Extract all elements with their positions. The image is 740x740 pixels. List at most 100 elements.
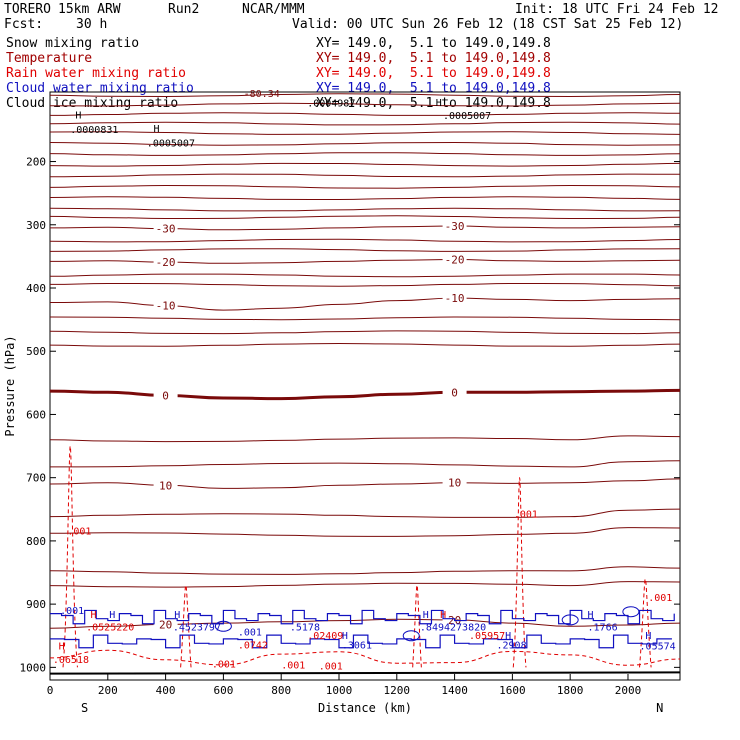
temperature-isoline (49, 330, 681, 335)
y-tick-label: 900 (26, 598, 46, 611)
x-tick-label: 600 (213, 684, 233, 697)
temperature-contour (49, 225, 681, 231)
y-axis-label: Pressure (hPa) (3, 335, 17, 436)
legend-xy-range: XY= 149.0, 5.1 to 149.0,149.8 (316, 96, 551, 111)
temperature-isoline (49, 238, 681, 243)
temperature-contour-label: 0 (451, 386, 458, 399)
temperature-contour (49, 388, 681, 401)
cloud-water-cell (622, 606, 640, 618)
y-tick-label: 1000 (20, 661, 47, 674)
field-label: .0742 (238, 640, 268, 651)
legend-label: Rain water mixing ratio (6, 66, 187, 81)
rain-contour (639, 578, 652, 668)
temperature-isoline (49, 162, 681, 167)
y-tick-label: 200 (26, 156, 46, 169)
grid-resolution: 15km ARW (58, 2, 121, 17)
field-label: .001 (281, 661, 305, 672)
valid-time: Valid: 00 UTC Sun 26 Feb 12 (18 CST Sat … (292, 17, 684, 32)
field-label: .001 (67, 527, 91, 538)
temperature-isoline (49, 184, 681, 189)
y-tick-label: 800 (26, 535, 46, 548)
temperature-isoline (49, 316, 681, 321)
temperature-isoline (49, 131, 681, 135)
contour-label-bg (442, 253, 467, 265)
temperature-isoline (49, 435, 681, 443)
contour-label-bg (153, 389, 178, 401)
field-label: .001 (648, 593, 672, 604)
field-label: .1766 (588, 623, 618, 634)
cloud-water-cell (561, 614, 579, 626)
cloud-water-cell (214, 620, 232, 632)
field-label: H (436, 98, 442, 109)
field-label: .001 (60, 606, 84, 617)
rain-contour (412, 584, 422, 668)
contour-label-bg (442, 292, 467, 304)
organization: NCAR/MMM (242, 2, 305, 17)
field-label: .0525220 (86, 623, 134, 634)
temperature-contour-label: -20 (445, 254, 465, 267)
temperature-contour-label: 10 (159, 479, 172, 492)
field-label: .5178 (290, 623, 320, 634)
temperature-isoline (49, 342, 681, 347)
temperature-isoline (49, 460, 681, 468)
contour-label-bg (153, 479, 178, 491)
x-tick-label: 1400 (441, 684, 468, 697)
field-label: .0000831 (70, 125, 118, 136)
temperature-contour-label: -20 (156, 256, 176, 269)
x-tick-label: 800 (271, 684, 291, 697)
field-label: .05574 (640, 642, 676, 653)
field-label: .8494273820 (420, 623, 486, 634)
temperature-contour-label: -10 (156, 300, 176, 313)
field-label: H (75, 111, 81, 122)
y-tick-label: 300 (26, 219, 46, 232)
field-label: .4523797 (173, 623, 221, 634)
field-label: H (440, 610, 446, 621)
legend-xy-range: XY= 149.0, 5.1 to 149.0,149.8 (316, 66, 551, 81)
y-tick-label: 500 (26, 345, 46, 358)
x-tick-label: 1600 (499, 684, 526, 697)
field-label: H (423, 610, 429, 621)
legend-label: Snow mixing ratio (6, 36, 140, 51)
plot-frame (49, 91, 681, 681)
temperature-contour-label: 0 (162, 389, 169, 402)
legend-xy-range: XY= 149.0, 5.1 to 149.0,149.8 (316, 51, 551, 66)
temperature-isoline (49, 196, 681, 201)
y-tick-label: 600 (26, 408, 46, 421)
contour-label-bg (153, 299, 178, 311)
y-tick-label: 400 (26, 282, 46, 295)
field-label: H (588, 610, 594, 621)
temperature-contour (49, 297, 681, 311)
temperature-isoline (49, 508, 681, 518)
field-label: H (174, 610, 180, 621)
field-label: -80.34 (244, 89, 280, 100)
x-tick-label: 200 (98, 684, 118, 697)
contour-label-bg (153, 618, 178, 630)
temperature-isoline (49, 173, 681, 178)
model-name: TORERO (4, 2, 51, 17)
y-tick-label: 700 (26, 472, 46, 485)
temperature-contour-label: -30 (445, 220, 465, 233)
field-label: .05957 (469, 631, 505, 642)
init-time: Init: 18 UTC Fri 24 Feb 12 (515, 2, 719, 17)
x-end-label-south: S (81, 701, 88, 715)
x-end-label-north: N (656, 701, 663, 715)
contour-label-bg (442, 476, 467, 488)
field-label: .06518 (53, 655, 89, 666)
contour-label-bg (153, 256, 178, 268)
field-label: H (90, 610, 96, 621)
field-label: H (153, 124, 159, 135)
x-tick-label: 400 (156, 684, 176, 697)
temperature-contour-label: -10 (445, 292, 465, 305)
temperature-isoline (49, 581, 681, 588)
temperature-isoline (49, 102, 681, 107)
legend-label: Temperature (6, 51, 93, 66)
x-tick-label: 1000 (326, 684, 353, 697)
x-tick-label: 0 (47, 684, 54, 697)
field-label: .2908 (496, 640, 526, 651)
field-label: .3061 (342, 640, 372, 651)
contour-label-bg (442, 220, 467, 232)
x-axis-label: Distance (km) (318, 701, 412, 715)
field-label: H (505, 631, 511, 642)
temperature-isoline (49, 93, 681, 98)
field-label: H (59, 642, 65, 653)
